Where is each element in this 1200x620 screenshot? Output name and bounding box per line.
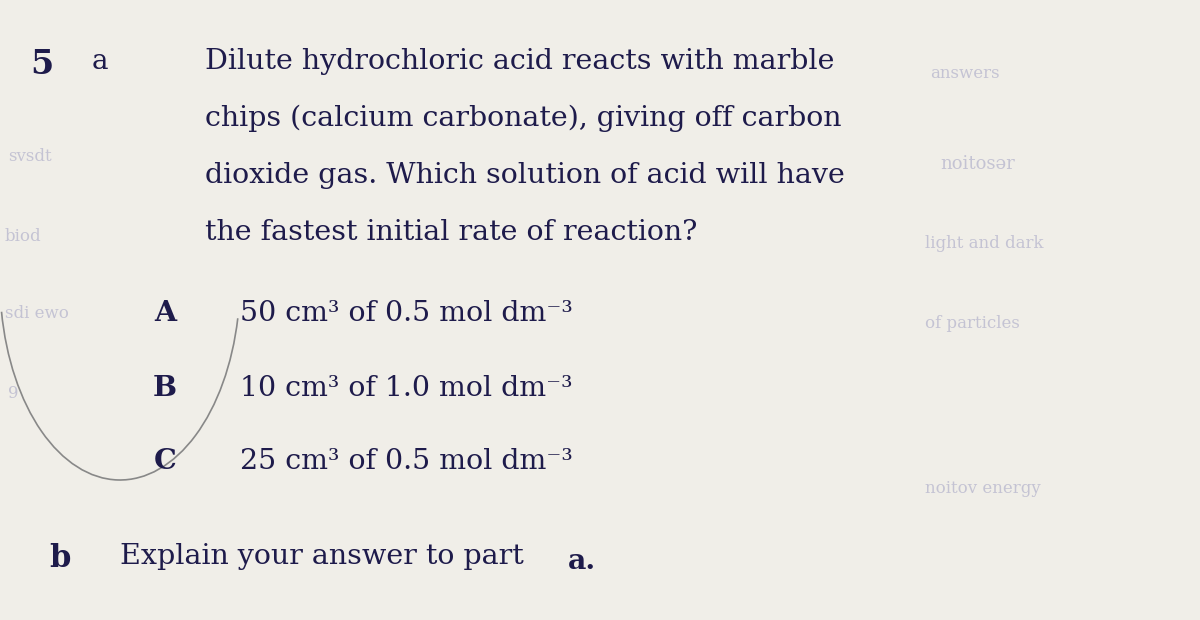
Text: a.: a. xyxy=(568,548,596,575)
Text: noitov energy: noitov energy xyxy=(925,480,1040,497)
Text: b: b xyxy=(49,543,71,574)
Text: A: A xyxy=(154,300,176,327)
Text: 25 cm³ of 0.5 mol dm⁻³: 25 cm³ of 0.5 mol dm⁻³ xyxy=(240,448,572,475)
Text: the fastest initial rate of reaction?: the fastest initial rate of reaction? xyxy=(205,219,697,246)
Text: chips (calcium carbonate), giving off carbon: chips (calcium carbonate), giving off ca… xyxy=(205,105,841,132)
Text: 9: 9 xyxy=(8,385,18,402)
Text: B: B xyxy=(152,375,178,402)
Text: 50 cm³ of 0.5 mol dm⁻³: 50 cm³ of 0.5 mol dm⁻³ xyxy=(240,300,572,327)
Text: a: a xyxy=(91,48,108,75)
Text: 5: 5 xyxy=(30,48,53,81)
Text: 10 cm³ of 1.0 mol dm⁻³: 10 cm³ of 1.0 mol dm⁻³ xyxy=(240,375,572,402)
Text: Explain your answer to part: Explain your answer to part xyxy=(120,543,533,570)
Text: sdi ewo: sdi ewo xyxy=(5,305,68,322)
Text: dioxide gas. Which solution of acid will have: dioxide gas. Which solution of acid will… xyxy=(205,162,845,189)
Text: of particles: of particles xyxy=(925,315,1020,332)
Text: noitosər: noitosər xyxy=(940,155,1015,173)
Text: light and dark: light and dark xyxy=(925,235,1044,252)
Text: C: C xyxy=(154,448,176,475)
Text: biod: biod xyxy=(5,228,42,245)
Text: svsdt: svsdt xyxy=(8,148,52,165)
Text: Dilute hydrochloric acid reacts with marble: Dilute hydrochloric acid reacts with mar… xyxy=(205,48,834,75)
Text: answers: answers xyxy=(930,65,1000,82)
